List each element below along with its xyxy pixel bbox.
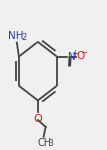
Text: O: O	[33, 114, 42, 124]
Text: −: −	[80, 48, 87, 57]
Text: O: O	[76, 51, 84, 61]
Text: 3: 3	[48, 139, 53, 148]
Text: NH: NH	[8, 31, 24, 41]
Text: CH: CH	[37, 138, 51, 148]
Text: 2: 2	[22, 33, 27, 42]
Text: +: +	[71, 48, 78, 57]
Text: N: N	[68, 51, 76, 61]
